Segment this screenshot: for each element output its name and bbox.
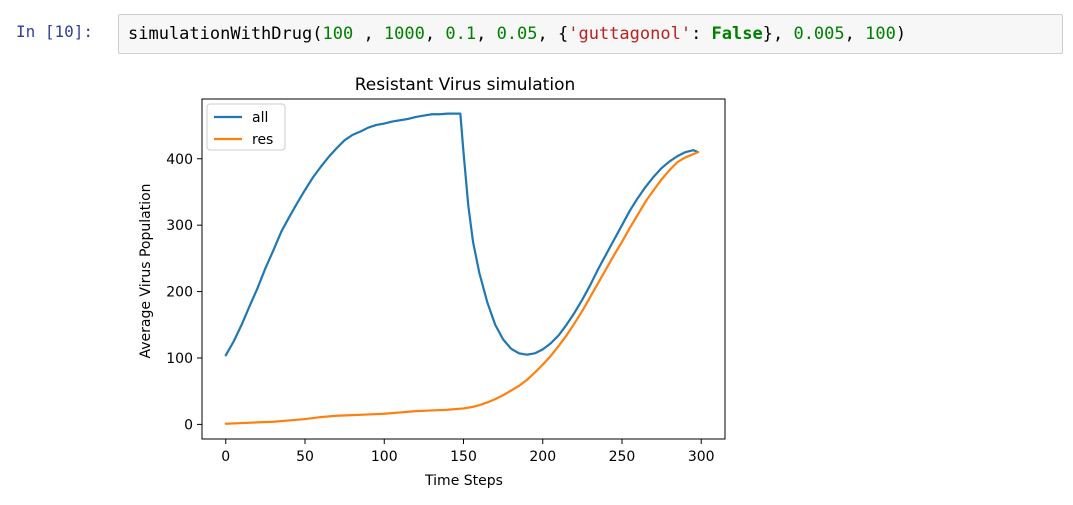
code-token: ( xyxy=(312,24,323,44)
series-line-res xyxy=(224,151,700,425)
legend-label-all: all xyxy=(252,110,268,126)
x-axis-label: Time Steps xyxy=(424,473,503,489)
input-prompt: In [10]: xyxy=(16,22,94,41)
y-tick-label: 200 xyxy=(166,285,193,301)
code-token: 0.005 xyxy=(793,24,845,44)
code-token: ) xyxy=(895,24,907,44)
plot-layer: 0 50 100 150 200 250 300 0 100 200 300 400 xyxy=(166,98,726,465)
code-token: 100 xyxy=(865,24,896,44)
output-area: Resistant Virus simulation Average Virus… xyxy=(118,66,758,496)
code-token: , xyxy=(424,24,446,44)
y-tick-label: 100 xyxy=(166,351,193,367)
code-token: : xyxy=(691,24,712,44)
y-tick-label: 300 xyxy=(166,218,193,234)
code-token: , xyxy=(353,24,384,44)
x-tick-label: 250 xyxy=(609,449,636,465)
legend-label-res: res xyxy=(252,132,273,148)
y-tick-label: 0 xyxy=(184,417,193,433)
y-axis-label: Average Virus Population xyxy=(138,183,154,358)
chart: Resistant Virus simulation Average Virus… xyxy=(138,75,726,489)
code-token: , { xyxy=(537,24,569,44)
code-token: , xyxy=(844,24,866,44)
x-tick-label: 50 xyxy=(296,449,314,465)
code-token: 'guttagonol' xyxy=(568,24,692,44)
code-token: 0.05 xyxy=(496,24,538,44)
x-tick-label: 100 xyxy=(371,449,398,465)
code-token: 100 xyxy=(322,24,354,44)
chart-title: Resistant Virus simulation xyxy=(355,75,576,95)
x-tick-label: 200 xyxy=(529,449,556,465)
series-line-all xyxy=(224,112,700,357)
code-token: }, xyxy=(762,24,794,44)
x-tick-label: 150 xyxy=(450,449,477,465)
x-tick-label: 300 xyxy=(688,449,715,465)
x-tick-label: 0 xyxy=(221,449,230,465)
code-token: , xyxy=(476,24,497,44)
code-token: simulationWithDrug xyxy=(128,24,313,44)
code-token: 0.1 xyxy=(445,24,477,44)
code-input[interactable]: simulationWithDrug(100 , 1000, 0.1, 0.05… xyxy=(118,14,1063,54)
y-tick-label: 400 xyxy=(166,152,193,168)
code-token: False xyxy=(711,24,763,44)
legend: all res xyxy=(206,103,286,151)
code-token: 1000 xyxy=(383,24,425,44)
